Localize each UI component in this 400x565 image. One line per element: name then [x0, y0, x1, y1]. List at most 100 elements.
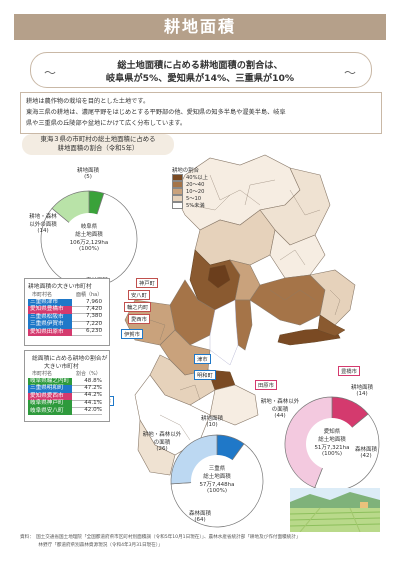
city-label-iga: 伊賀市 — [121, 329, 143, 339]
legend-item: 5～10 — [172, 195, 232, 202]
row-value: 7,220 — [72, 321, 102, 330]
mie-center-1: 三重県 — [208, 466, 226, 472]
mie-other-label-2: の面積 — [153, 440, 171, 446]
legend-swatch — [172, 174, 183, 181]
table-row: 三重県伊賀市 7,220 — [28, 321, 102, 330]
table-row: 三重県津市 7,960 — [28, 299, 102, 307]
mie-other-label: 耕地・森林以外 の面積 (26) — [138, 430, 186, 452]
legend-item: 40%以上 — [172, 174, 232, 181]
legend-swatch — [172, 188, 183, 195]
aichi-forest-label-text: 森林面積 — [354, 447, 377, 453]
map-region-aichi-mikawa — [249, 274, 326, 326]
map-caption: 東海３県の市町村の総土地面積に占める 耕地面積の割合（令和5年） — [22, 134, 174, 155]
legend-label: 5%未満 — [186, 203, 205, 209]
row-name: 三重県津市 — [28, 299, 72, 307]
gifu-pie-center: 岐阜県 総土地面積 106万2,129ha (100%) — [64, 222, 114, 252]
row-name: 三重県松阪市 — [28, 313, 72, 322]
mie-farm-value: (10) — [206, 422, 218, 428]
rank-ratio-col-value: 割合（%） — [76, 371, 101, 377]
mie-forest-label: 森林面積 (64) — [176, 509, 224, 523]
rank-area-col-name: 市町村名 — [32, 292, 53, 298]
summary-line-2: 岐阜県が5%、愛知県が14%、三重県が10% — [105, 73, 295, 84]
row-value: 42.0% — [72, 407, 102, 416]
legend-swatch — [172, 195, 183, 202]
map-region-kumano — [137, 419, 176, 476]
row-value: 7,960 — [72, 299, 102, 307]
table-row: 愛知県田原市 6,230 — [28, 328, 102, 337]
row-value: 7,380 — [72, 313, 102, 322]
rank-ratio-col-name: 市町村名 — [32, 371, 53, 377]
gifu-farm-label-text: 耕地面積 — [76, 168, 99, 174]
gifu-center-1: 岐阜県 — [80, 224, 98, 230]
city-label-aisai: 愛西市 — [128, 314, 150, 324]
map-region-toyohashi — [317, 314, 346, 337]
table-row: 愛知県愛西市 44.2% — [28, 392, 102, 401]
mie-center-4: (100%) — [206, 488, 227, 494]
legend-label: 20～40 — [186, 182, 205, 188]
aichi-other-label-2: の面積 — [271, 407, 289, 413]
source-note-1: 資料： 国土交通省国土地理院「全国都道府県市区町村別面積調（令和5年10月1日現… — [20, 535, 301, 540]
aichi-pie-chart — [284, 396, 380, 492]
row-name: 愛知県愛西市 — [28, 392, 72, 401]
aichi-other-label: 耕地・森林以外 の面積 (44) — [254, 397, 306, 419]
legend-label: 5～10 — [186, 196, 202, 202]
row-value: 6,230 — [72, 328, 102, 337]
gifu-other-label-2: 以外の面積 — [29, 222, 57, 228]
row-value: 44.2% — [72, 392, 102, 401]
gifu-pie-hole — [63, 213, 115, 265]
gifu-other-label: 耕地・森林 以外の面積 (14) — [22, 212, 64, 234]
legend-items: 40%以上 20～40 10～20 5～10 5%未満 — [172, 174, 232, 209]
rank-area-col-value: 面積（ha） — [76, 292, 103, 298]
mie-forest-label-text: 森林面積 — [188, 511, 211, 517]
aichi-center-1: 愛知県 — [323, 429, 341, 435]
summary-line-1: 総土地面積に占める耕地面積の割合は、 — [117, 60, 283, 71]
gifu-center-4: (100%) — [78, 246, 99, 252]
mie-center-3: 57万7,448ha — [199, 482, 235, 488]
city-label-kobe: 神戸町 — [136, 278, 158, 288]
city-label-meiwa: 明和町 — [194, 370, 216, 380]
rank-ratio-title-2: 大きい市町村 — [44, 364, 79, 370]
mie-pie-center: 三重県 総土地面積 57万7,448ha (100%) — [192, 464, 242, 494]
row-name: 三重県伊賀市 — [28, 321, 72, 329]
intro-line-2: 東海三県の耕地は、濃尾平野をはじめとする平野部の他、愛知県の知多半島や渥美半島、… — [26, 109, 286, 116]
legend-item: 10～20 — [172, 188, 232, 195]
gifu-center-3: 106万2,129ha — [69, 240, 109, 246]
city-label-tsu: 津市 — [194, 354, 211, 364]
farmland-illustration — [290, 488, 380, 532]
mie-forest-value: (64) — [194, 517, 206, 523]
mie-farm-label: 耕地面積 (10) — [187, 414, 237, 428]
mie-pie-chart — [170, 434, 264, 528]
aichi-pie-hole — [306, 418, 358, 470]
mie-other-label-1: 耕地・森林以外 — [142, 432, 182, 438]
table-row: 三重県松阪市 7,380 — [28, 313, 102, 322]
tilde-right: ～ — [344, 66, 357, 80]
intro-line-3: 県や三重県の丘陵部や盆地にかけて広く分布しています。 — [26, 120, 187, 127]
summary-ribbon — [30, 52, 372, 88]
map-region-nobi-plain-2 — [207, 264, 231, 289]
mie-farm-label-text: 耕地面積 — [200, 416, 223, 422]
map-ise-bay — [209, 299, 239, 366]
legend-item: 5%未満 — [172, 202, 232, 209]
tilde-left: ～ — [44, 66, 57, 80]
aichi-center-4: (100%) — [321, 451, 342, 457]
mie-pie-hole — [191, 455, 243, 507]
aichi-forest-value: (42) — [360, 453, 372, 459]
row-name: 三重県明和町 — [28, 385, 72, 393]
mie-center-2: 総土地面積 — [203, 474, 231, 480]
row-name: 愛知県田原市 — [28, 328, 72, 336]
legend-title: 耕地の割合 — [172, 168, 199, 174]
aichi-farm-label: 耕地面積 (14) — [336, 383, 388, 397]
rank-ratio-title-1: 総面積に占める耕地の割合が — [32, 356, 108, 362]
city-label-tahara: 田原市 — [255, 380, 277, 390]
gifu-center-2: 総土地面積 — [75, 232, 103, 238]
aichi-center-2: 総土地面積 — [318, 437, 346, 443]
row-value: 44.1% — [72, 400, 102, 409]
map-caption-line-2: 耕地面積の割合（令和5年） — [57, 144, 139, 152]
aichi-other-value: (44) — [274, 413, 286, 419]
aichi-pie-center: 愛知県 総土地面積 51万7,321ha (100%) — [307, 427, 357, 457]
intro-line-1: 耕地は農作物の栽培を目的とした土地です。 — [26, 98, 150, 105]
municipal-borders — [149, 174, 341, 441]
aichi-other-label-1: 耕地・森林以外 — [260, 399, 300, 405]
source-note-2: 林野庁「都道府県別森林資源現況（令和4年3月31日現在）」 — [20, 543, 163, 548]
legend-label: 10～20 — [186, 189, 205, 195]
